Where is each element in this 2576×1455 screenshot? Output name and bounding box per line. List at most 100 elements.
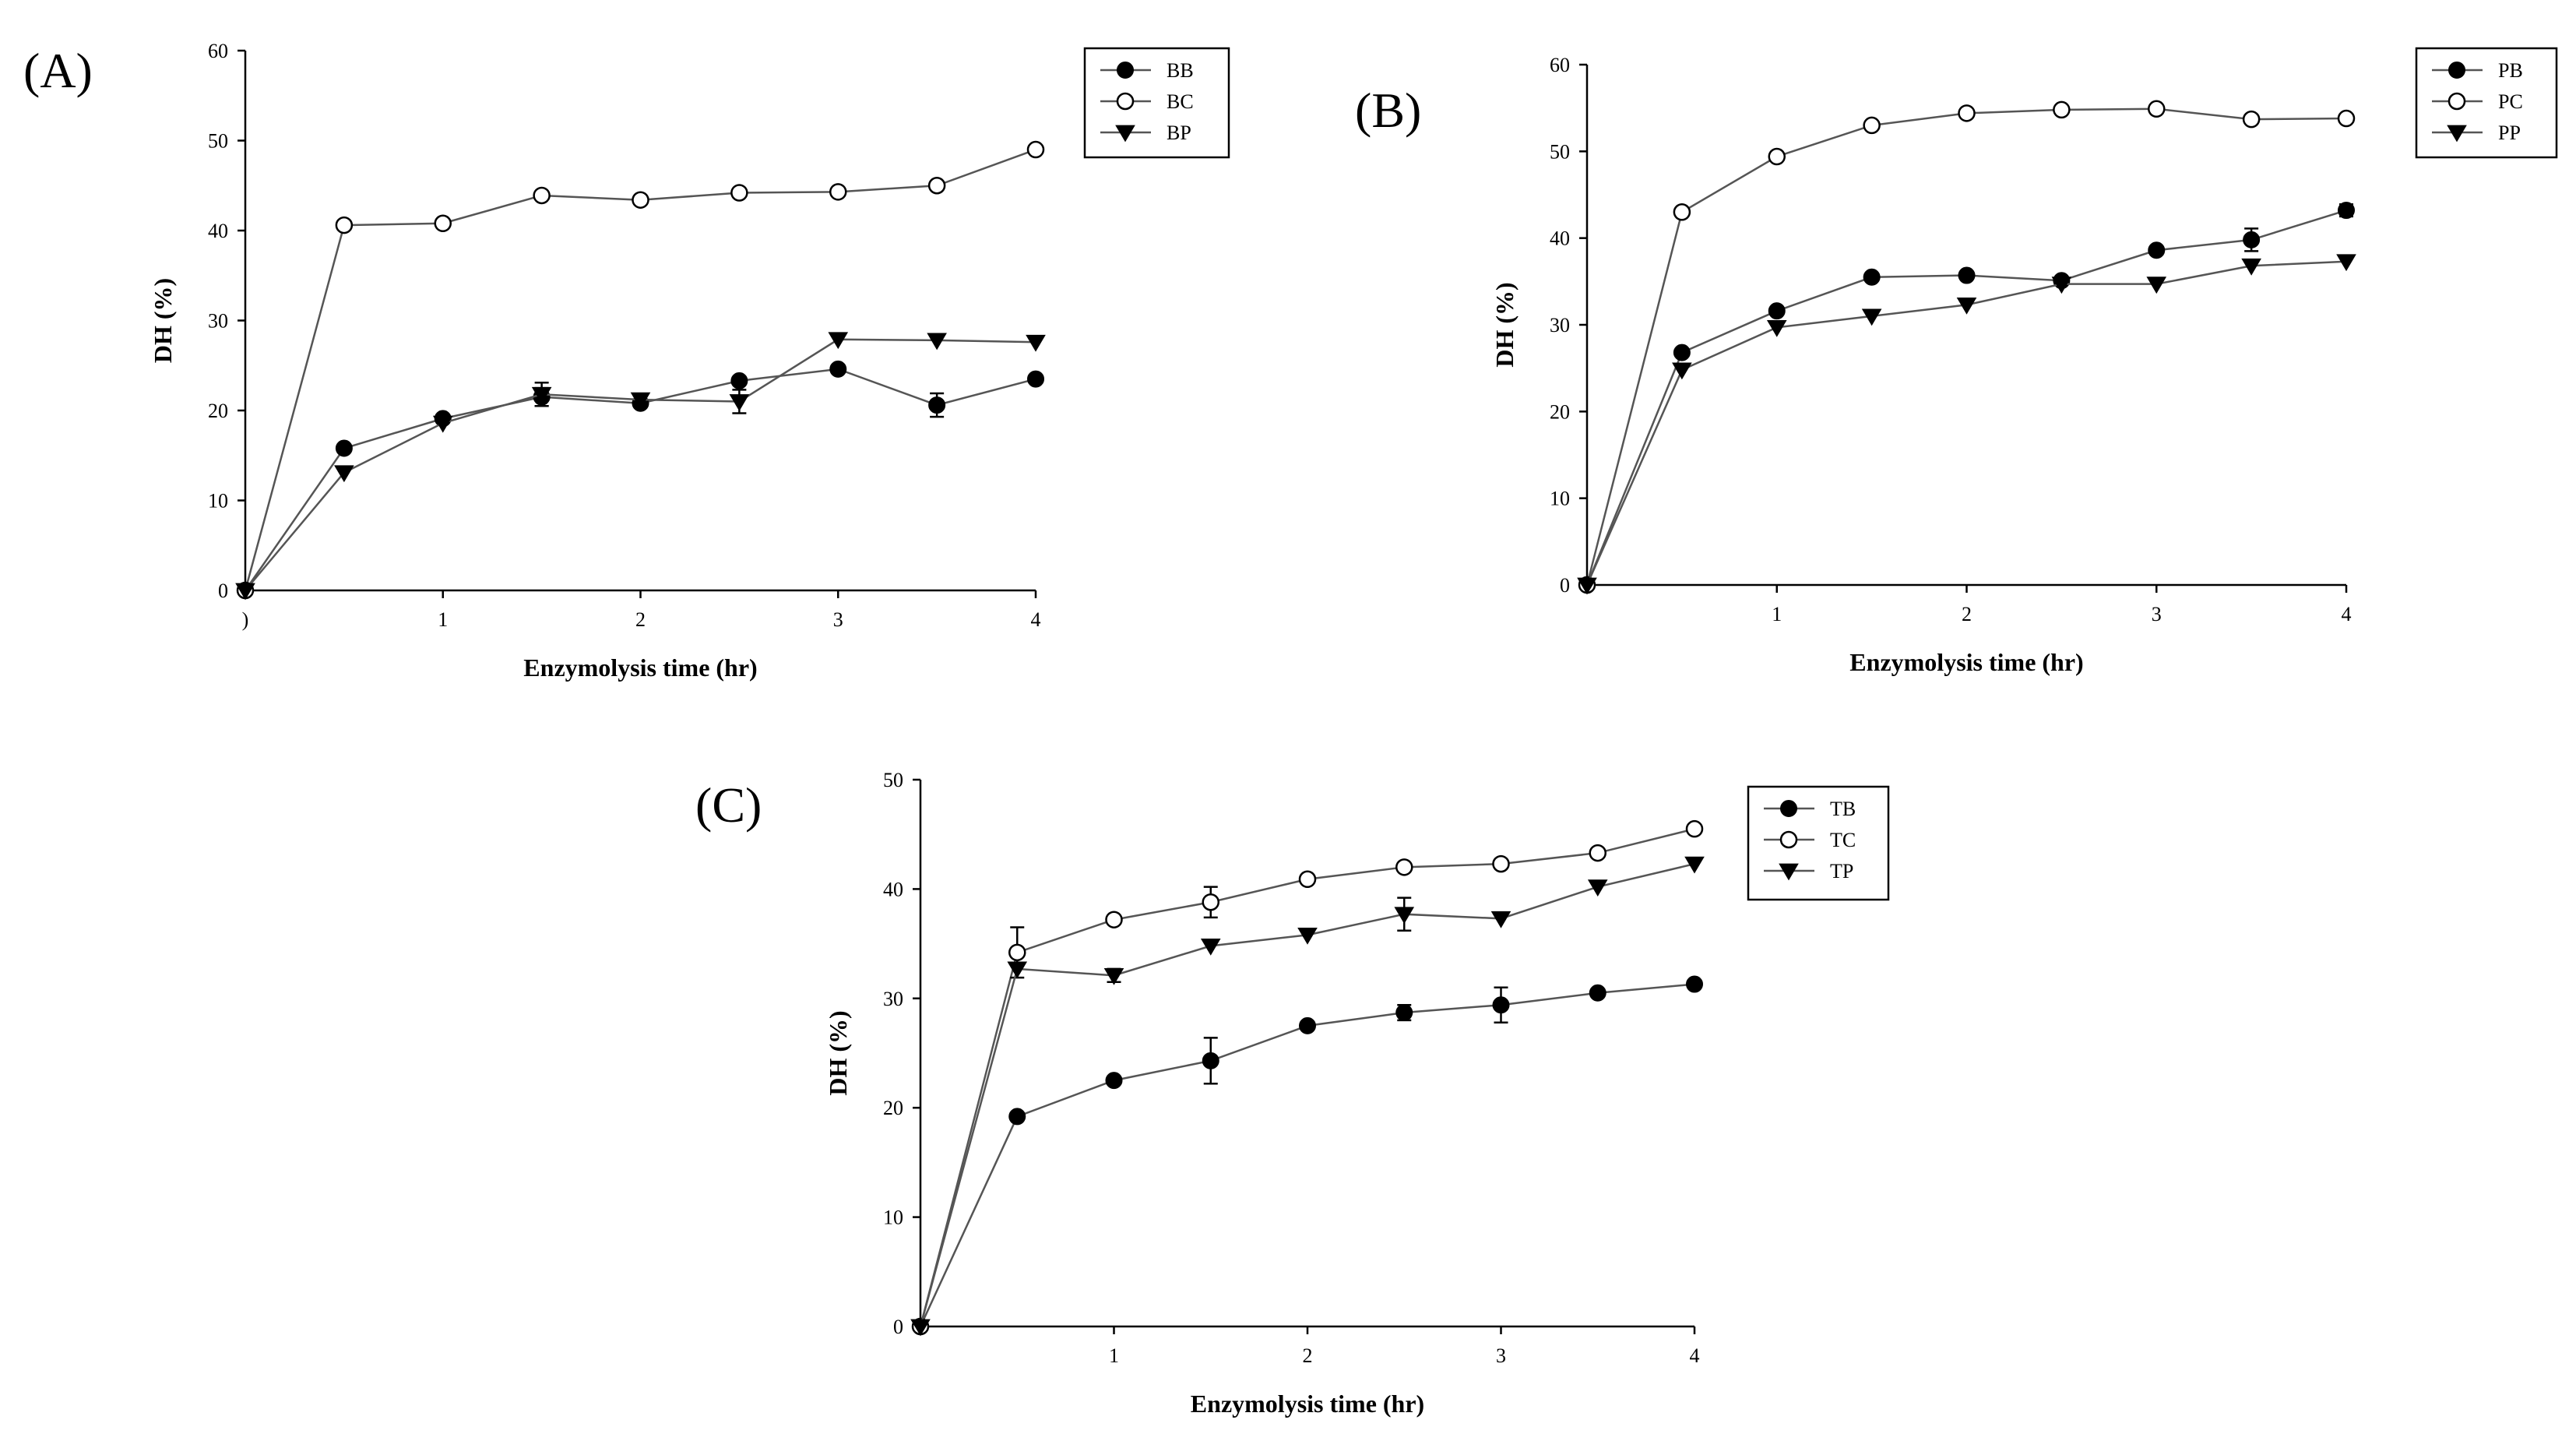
legend-box — [2415, 47, 2558, 159]
data-point-pb — [2243, 231, 2261, 248]
data-point-bp — [729, 394, 750, 411]
data-point-pb — [1863, 268, 1881, 286]
y-tick-label: 20 — [1550, 400, 1570, 423]
legend-label-bc: BC — [1167, 90, 1194, 113]
data-point-tb — [1686, 975, 1703, 993]
x-tick-label: 4 — [2342, 603, 2352, 625]
data-point-tp — [1007, 961, 1028, 979]
data-point-pc — [1673, 203, 1691, 221]
data-point-tb — [1395, 1004, 1413, 1022]
data-point-pc — [2148, 100, 2166, 118]
y-tick-label: 30 — [208, 310, 228, 333]
series-line-tb — [919, 983, 1695, 1327]
data-point-bc — [927, 177, 946, 195]
data-point-pp — [1956, 298, 1977, 315]
legend-label-bb: BB — [1167, 59, 1194, 82]
data-point-tp — [1394, 907, 1415, 925]
legend-label-pb: PB — [2498, 59, 2523, 82]
data-point-tp — [1103, 967, 1124, 985]
panel-label: (C) — [695, 777, 762, 833]
data-point-tc — [1105, 911, 1123, 928]
legend-label-pc: PC — [2498, 90, 2523, 113]
legend-marker-pp — [2447, 125, 2467, 143]
panel-a: (A) 0 10 20 30 40 50 60) 1 2 3 4 Enzymolysis time (h… — [23, 40, 1230, 682]
data-point-tb — [1492, 996, 1510, 1014]
y-tick-label: 10 — [883, 1207, 903, 1229]
panel-b: (B) 0 10 20 30 40 50 60 1 2 3 4 Enzymolysis time (hr… — [1355, 47, 2558, 676]
data-point-tp — [1587, 879, 1608, 897]
data-point-bc — [730, 184, 748, 202]
data-point-bp — [828, 332, 849, 350]
data-point-bc — [335, 216, 354, 234]
data-point-tb — [1008, 1108, 1026, 1126]
data-point-bc — [1026, 140, 1045, 159]
data-point-pp — [2241, 258, 2261, 276]
data-point-pp — [1861, 308, 1882, 326]
y-tick-label: 20 — [208, 400, 228, 422]
data-point-tb — [1299, 1016, 1316, 1034]
legend-box — [1747, 785, 1890, 901]
data-point-pb — [2338, 202, 2355, 220]
data-point-tp — [1490, 911, 1511, 928]
y-tick-label: 30 — [1550, 314, 1570, 336]
legend-marker-tc — [1779, 830, 1798, 849]
y-axis-title: DH (%) — [149, 278, 177, 363]
data-point-tp — [910, 1319, 931, 1337]
data-point-bb — [1027, 370, 1044, 388]
y-axis-title: DH (%) — [1490, 282, 1519, 367]
data-point-bp — [432, 415, 453, 433]
data-point-tc — [1685, 819, 1704, 838]
data-point-bp — [235, 583, 255, 601]
y-tick-label: 50 — [1550, 140, 1570, 163]
data-point-pp — [1577, 577, 1597, 595]
data-point-pc — [2242, 110, 2261, 129]
data-point-bb — [829, 360, 847, 378]
data-point-pb — [1768, 302, 1786, 320]
series-line-pc — [1585, 107, 2347, 586]
data-point-tp — [1684, 856, 1705, 874]
legend-label-pp: PP — [2498, 122, 2521, 144]
series-line-tc — [919, 827, 1695, 1327]
y-tick-label: 30 — [883, 988, 903, 1010]
data-point-tc — [1492, 854, 1510, 873]
x-tick-label: 4 — [1031, 608, 1041, 631]
data-point-pp — [1766, 319, 1787, 337]
x-tick-label: ) — [242, 608, 249, 631]
series-line-pb — [1585, 209, 2347, 586]
x-tick-label: 4 — [1690, 1344, 1700, 1367]
data-point-bp — [630, 392, 651, 410]
legend-marker-pb — [2448, 62, 2465, 79]
data-point-pc — [2053, 100, 2071, 119]
data-point-bb — [730, 372, 748, 389]
data-point-tc — [1589, 844, 1606, 862]
data-point-bp — [531, 386, 552, 404]
y-tick-label: 0 — [1560, 574, 1570, 597]
data-point-tc — [1395, 858, 1413, 876]
legend-marker-tp — [1779, 863, 1799, 881]
y-tick-label: 40 — [1550, 227, 1570, 250]
legend-label-tp: TP — [1830, 860, 1853, 883]
data-point-tc — [1008, 943, 1026, 962]
data-point-tp — [1200, 939, 1221, 956]
legend-box — [1083, 47, 1230, 159]
data-point-bp — [1026, 334, 1046, 352]
data-point-tb — [1589, 984, 1606, 1002]
x-tick-label: 1 — [1772, 603, 1782, 625]
legend-marker-pc — [2448, 92, 2466, 111]
series-line-bc — [244, 148, 1036, 591]
y-tick-label: 0 — [218, 580, 228, 602]
data-point-pp — [2051, 277, 2072, 294]
legend-marker-bc — [1116, 92, 1135, 111]
data-point-tb — [1105, 1072, 1123, 1090]
data-point-tc — [1298, 870, 1317, 889]
data-point-bc — [533, 186, 551, 205]
data-point-pb — [1958, 266, 1976, 284]
x-axis-title: Enzymolysis time (hr) — [1191, 1390, 1424, 1418]
data-point-bp — [334, 465, 354, 483]
y-tick-label: 20 — [883, 1097, 903, 1119]
x-tick-label: 2 — [1962, 603, 1972, 625]
data-point-tc — [1202, 893, 1219, 911]
data-point-pp — [2146, 277, 2167, 294]
data-point-bc — [434, 214, 452, 233]
